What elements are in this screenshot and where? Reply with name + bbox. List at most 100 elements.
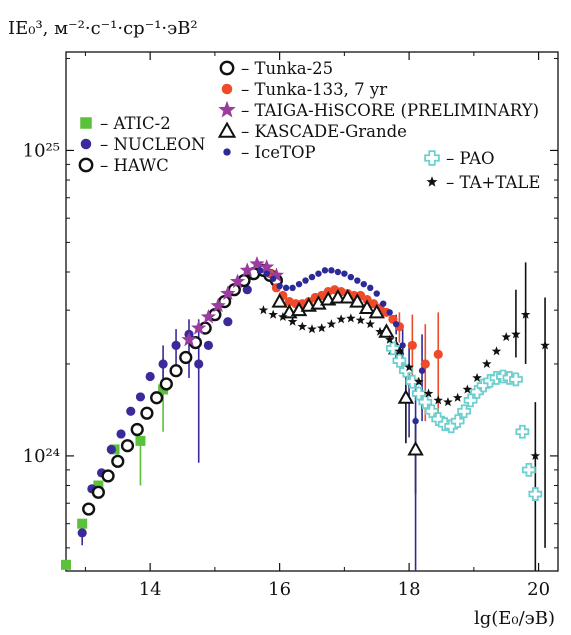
point-nucleon: [135, 392, 146, 402]
point-pao: [405, 374, 420, 389]
point-ta-tale: [482, 358, 492, 368]
point-icetop: [276, 282, 283, 290]
legend-label-tunka-25: – Tunka-25: [241, 59, 333, 78]
point-hawc: [120, 439, 135, 453]
point-icetop: [360, 280, 367, 288]
point-ta-tale: [404, 362, 414, 372]
point-nucleon: [126, 406, 136, 416]
point-kascade-grande: [368, 303, 385, 319]
legend-marker-icetop: [223, 148, 231, 156]
legend-label-icetop: – IceTOP: [241, 143, 316, 162]
point-ta-tale: [384, 334, 395, 344]
point-taiga-hiscore-preliminary: [220, 285, 236, 301]
point-taiga-hiscore-preliminary: [210, 297, 226, 313]
legend-marker-tunka-133-7-yr: [221, 83, 233, 95]
point-icetop: [412, 417, 419, 425]
point-ta-tale: [501, 332, 511, 342]
point-pao: [450, 414, 465, 429]
point-hawc: [140, 406, 154, 420]
point-nucleon: [242, 285, 252, 295]
point-icetop: [418, 367, 426, 374]
point-taiga-hiscore-preliminary: [239, 262, 255, 277]
point-ta-tale: [472, 372, 482, 382]
point-pao: [392, 353, 407, 368]
legend-marker-hawc: [78, 157, 94, 173]
point-hawc: [130, 422, 144, 437]
point-kascade-grande: [329, 288, 347, 304]
point-hawc: [91, 485, 105, 499]
point-nucleon: [116, 429, 126, 439]
legend-marker-tunka-25: [219, 60, 235, 76]
x-tick-label: 14: [139, 579, 162, 600]
point-pao: [386, 341, 400, 356]
legend-label-pao: – PAO: [446, 149, 495, 168]
point-nucleon: [106, 444, 116, 455]
legend-label-nucleon: – NUCLEON: [100, 135, 205, 154]
point-nucleon: [171, 340, 181, 351]
point-atic-2: [77, 518, 88, 529]
point-icetop: [380, 300, 387, 307]
point-pao: [463, 393, 478, 408]
point-icetop: [295, 280, 303, 288]
point-nucleon: [194, 359, 204, 369]
point-icetop: [302, 277, 309, 284]
point-hawc: [82, 502, 96, 516]
point-taiga-hiscore-preliminary: [268, 267, 284, 282]
legend: – ATIC-2 – NUCLEON – HAWC – Tunka-25 – Tunka…: [78, 59, 540, 192]
point-hawc: [101, 469, 115, 483]
point-ta-tale: [258, 305, 269, 315]
point-ta-tale: [433, 395, 443, 405]
y-tick-label: 10²⁵: [23, 140, 60, 161]
legend-label-ta-tale: – TA+TALE: [446, 173, 540, 192]
axis-ticks: 14 16 18 20 10²⁴ 10²⁵: [23, 52, 558, 600]
point-nucleon: [158, 359, 168, 369]
point-icetop: [328, 267, 335, 274]
point-tunka-133-7-yr: [433, 349, 443, 359]
legend-label-taiga-hiscore-preliminary: – TAIGA-HiSCORE (PRELIMINARY): [241, 101, 539, 120]
point-atic-2: [93, 480, 104, 491]
point-icetop: [308, 273, 316, 281]
point-kascade-grande: [407, 440, 424, 456]
point-icetop: [399, 342, 406, 349]
point-pao: [521, 462, 536, 477]
x-tick-label: 20: [527, 579, 550, 600]
point-icetop: [257, 267, 264, 274]
point-ta-tale: [520, 309, 531, 319]
point-ta-tale: [355, 315, 366, 325]
point-icetop: [269, 275, 277, 282]
point-taiga-hiscore-preliminary: [181, 331, 197, 347]
point-icetop: [386, 309, 393, 316]
point-atic-2: [135, 435, 146, 446]
point-icetop: [289, 284, 296, 292]
legend-marker-atic-2: [80, 117, 92, 129]
point-icetop: [341, 270, 348, 277]
point-ta-tale: [462, 384, 473, 394]
point-icetop: [334, 268, 342, 276]
point-hawc: [111, 454, 125, 468]
point-taiga-hiscore-preliminary: [259, 259, 275, 274]
point-icetop: [321, 267, 329, 274]
point-kascade-grande: [397, 389, 415, 404]
point-icetop: [392, 320, 400, 328]
point-nucleon: [223, 317, 233, 327]
point-icetop: [354, 277, 361, 284]
point-pao: [509, 372, 523, 387]
point-ta-tale: [336, 314, 346, 324]
y-tick-label: 10²⁴: [23, 446, 60, 467]
point-ta-tale: [414, 376, 424, 386]
point-icetop: [315, 270, 322, 277]
point-taiga-hiscore-preliminary: [249, 255, 265, 271]
point-ta-tale: [540, 340, 550, 350]
point-icetop: [373, 290, 380, 297]
legend-label-kascade-grande: – KASCADE-Grande: [241, 122, 407, 141]
point-ta-tale: [530, 450, 541, 460]
point-ta-tale: [287, 316, 298, 326]
legend-marker-taiga-hiscore-preliminary: [218, 100, 236, 118]
point-hawc: [150, 391, 164, 405]
legend-marker-kascade-grande: [217, 121, 237, 138]
point-ta-tale: [278, 311, 288, 322]
point-taiga-hiscore-preliminary: [229, 273, 246, 289]
point-ta-tale: [365, 319, 376, 329]
legend-marker-nucleon: [80, 138, 92, 150]
